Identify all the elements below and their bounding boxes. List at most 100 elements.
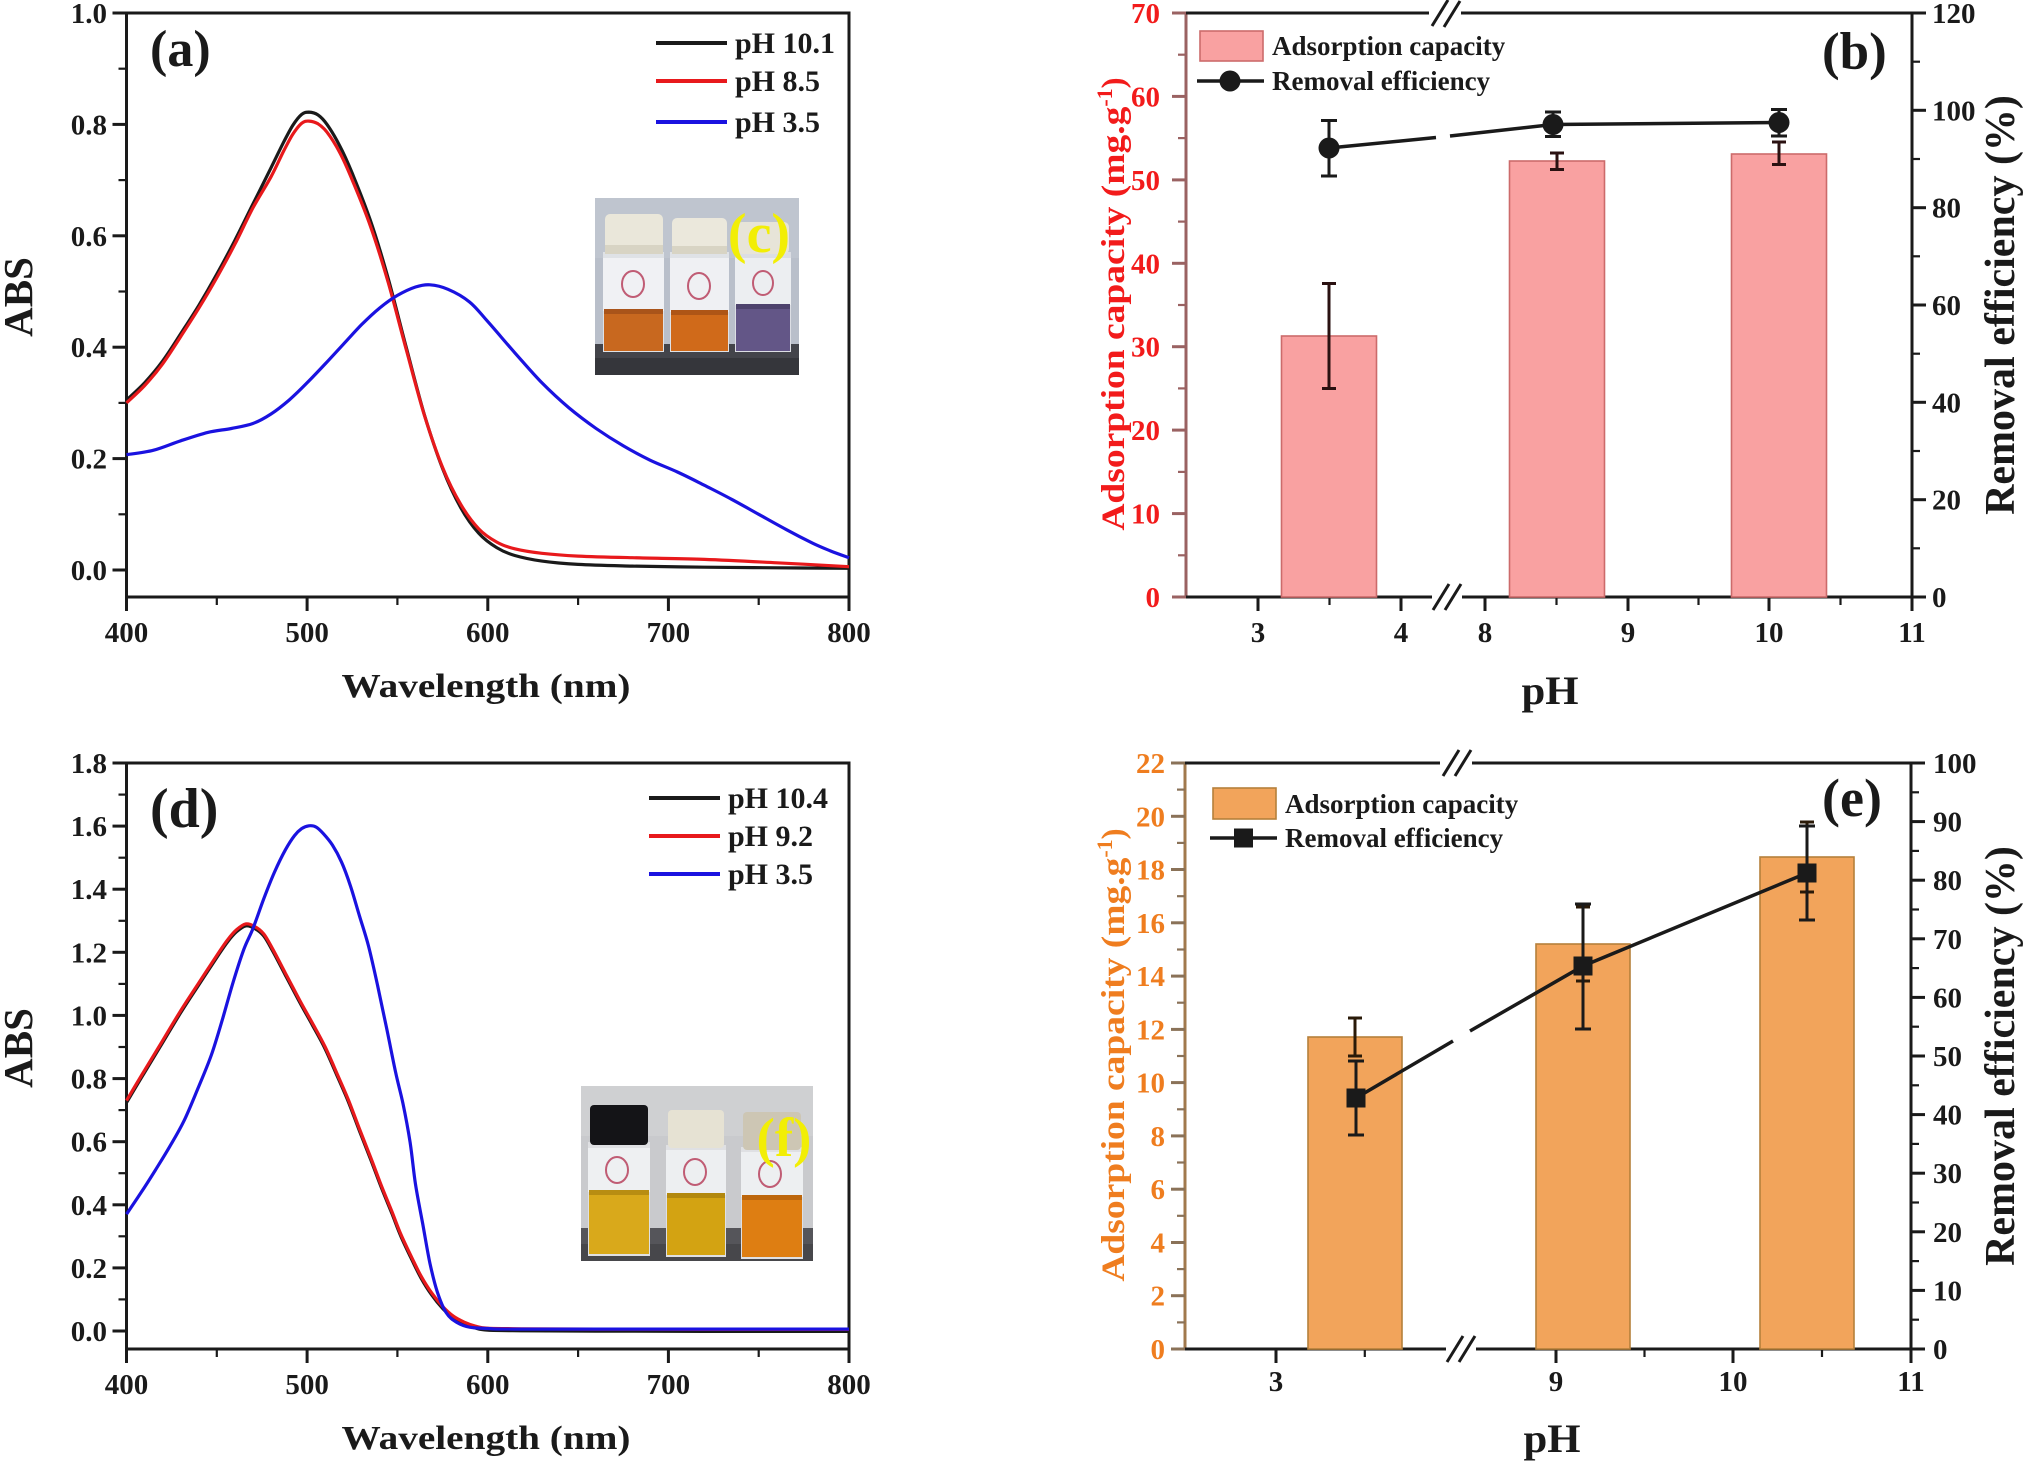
svg-text:0: 0	[1151, 1334, 1166, 1366]
svg-text:18: 18	[1136, 855, 1165, 887]
svg-text:(f): (f)	[757, 1107, 812, 1168]
svg-text:800: 800	[827, 617, 871, 649]
svg-text:40: 40	[1933, 1100, 1962, 1132]
svg-text:0: 0	[1146, 582, 1161, 614]
svg-text:8: 8	[1478, 617, 1493, 649]
svg-text:(b): (b)	[1822, 23, 1887, 81]
svg-text:30: 30	[1933, 1158, 1962, 1190]
svg-text:700: 700	[647, 617, 691, 649]
svg-text:30: 30	[1131, 332, 1160, 364]
svg-text:1.4: 1.4	[71, 874, 107, 906]
svg-text:12: 12	[1136, 1014, 1165, 1046]
svg-text:120: 120	[1932, 0, 1976, 30]
svg-text:22: 22	[1136, 748, 1165, 780]
svg-text:10: 10	[1136, 1068, 1165, 1100]
svg-text:pH 3.5: pH 3.5	[728, 858, 813, 891]
svg-text:10: 10	[1131, 499, 1160, 531]
svg-text:Removal efficiency (%): Removal efficiency (%)	[1978, 846, 2024, 1266]
svg-text:0.8: 0.8	[71, 109, 107, 141]
svg-text:10: 10	[1755, 617, 1784, 649]
svg-text:60: 60	[1131, 81, 1160, 113]
svg-text:9: 9	[1621, 617, 1636, 649]
svg-text:0.6: 0.6	[71, 221, 107, 253]
svg-text:pH 3.5: pH 3.5	[735, 106, 820, 139]
svg-text:20: 20	[1136, 801, 1165, 833]
svg-text:600: 600	[466, 617, 510, 649]
svg-text:600: 600	[466, 1369, 510, 1401]
svg-text:16: 16	[1136, 908, 1165, 940]
svg-text:11: 11	[1898, 617, 1925, 649]
svg-text:0.4: 0.4	[71, 332, 107, 364]
svg-text:50: 50	[1131, 165, 1160, 197]
svg-text:Wavelength (nm): Wavelength (nm)	[342, 1420, 631, 1457]
svg-text:0.8: 0.8	[71, 1064, 107, 1096]
svg-text:9: 9	[1549, 1366, 1564, 1398]
svg-text:6: 6	[1151, 1174, 1166, 1206]
svg-text:70: 70	[1933, 924, 1962, 956]
svg-text:0.2: 0.2	[71, 1253, 107, 1285]
svg-text:3: 3	[1251, 617, 1266, 649]
svg-text:0: 0	[1932, 582, 1947, 614]
svg-text:100: 100	[1933, 748, 1977, 780]
svg-text:40: 40	[1932, 387, 1961, 419]
svg-text:(a): (a)	[150, 21, 211, 78]
svg-text:4: 4	[1394, 617, 1409, 649]
svg-text:ABS: ABS	[0, 1008, 41, 1088]
svg-text:pH 8.5: pH 8.5	[735, 65, 820, 98]
svg-text:50: 50	[1933, 1041, 1962, 1073]
svg-text:Wavelength (nm): Wavelength (nm)	[342, 668, 631, 705]
svg-text:100: 100	[1932, 95, 1976, 127]
svg-text:(e): (e)	[1822, 768, 1882, 828]
svg-text:0.4: 0.4	[71, 1190, 107, 1222]
svg-text:Removal efficiency (%): Removal efficiency (%)	[1978, 95, 2024, 515]
svg-text:Removal efficiency: Removal efficiency	[1272, 66, 1491, 96]
svg-text:1.0: 1.0	[71, 1000, 107, 1032]
svg-text:ABS: ABS	[0, 257, 41, 337]
svg-text:0.0: 0.0	[71, 555, 107, 587]
svg-text:400: 400	[105, 617, 149, 649]
svg-text:1.6: 1.6	[71, 811, 107, 843]
svg-text:500: 500	[285, 1369, 329, 1401]
svg-text:1.2: 1.2	[71, 937, 107, 969]
svg-text:0.6: 0.6	[71, 1127, 107, 1159]
svg-text:80: 80	[1932, 193, 1961, 225]
svg-text:0.2: 0.2	[71, 444, 107, 476]
svg-text:1.8: 1.8	[71, 748, 107, 780]
svg-text:800: 800	[827, 1369, 871, 1401]
svg-text:14: 14	[1136, 961, 1165, 993]
svg-text:10: 10	[1719, 1366, 1748, 1398]
svg-text:3: 3	[1269, 1366, 1284, 1398]
svg-text:60: 60	[1933, 982, 1962, 1014]
svg-text:11: 11	[1897, 1366, 1924, 1398]
svg-text:Adsorption capacity: Adsorption capacity	[1285, 789, 1519, 819]
svg-text:8: 8	[1151, 1121, 1166, 1153]
svg-text:0: 0	[1933, 1334, 1948, 1366]
svg-text:70: 70	[1131, 0, 1160, 30]
svg-text:Removal efficiency: Removal efficiency	[1285, 823, 1504, 853]
svg-text:pH 10.1: pH 10.1	[735, 27, 835, 60]
svg-text:90: 90	[1933, 807, 1962, 839]
svg-text:pH: pH	[1522, 668, 1579, 713]
svg-text:20: 20	[1932, 485, 1961, 517]
svg-text:60: 60	[1932, 290, 1961, 322]
svg-text:4: 4	[1151, 1228, 1166, 1260]
svg-text:40: 40	[1131, 248, 1160, 280]
svg-text:Adsorption capacity (mg.g-1): Adsorption capacity (mg.g-1)	[1092, 77, 1133, 530]
svg-text:(d): (d)	[150, 778, 218, 840]
svg-text:10: 10	[1933, 1275, 1962, 1307]
svg-text:0.0: 0.0	[71, 1316, 107, 1348]
svg-text:400: 400	[105, 1369, 149, 1401]
svg-text:500: 500	[285, 617, 329, 649]
svg-text:2: 2	[1151, 1281, 1166, 1313]
svg-text:20: 20	[1933, 1217, 1962, 1249]
svg-text:Adsorption capacity (mg.g-1): Adsorption capacity (mg.g-1)	[1092, 828, 1133, 1281]
svg-text:80: 80	[1933, 865, 1962, 897]
svg-text:700: 700	[647, 1369, 691, 1401]
svg-text:pH 10.4: pH 10.4	[728, 782, 828, 815]
svg-text:(c): (c)	[728, 203, 790, 265]
svg-text:pH 9.2: pH 9.2	[728, 820, 813, 853]
svg-text:20: 20	[1131, 415, 1160, 447]
svg-text:1.0: 1.0	[71, 0, 107, 30]
svg-text:Adsorption capacity: Adsorption capacity	[1272, 31, 1506, 61]
svg-text:pH: pH	[1524, 1416, 1581, 1461]
